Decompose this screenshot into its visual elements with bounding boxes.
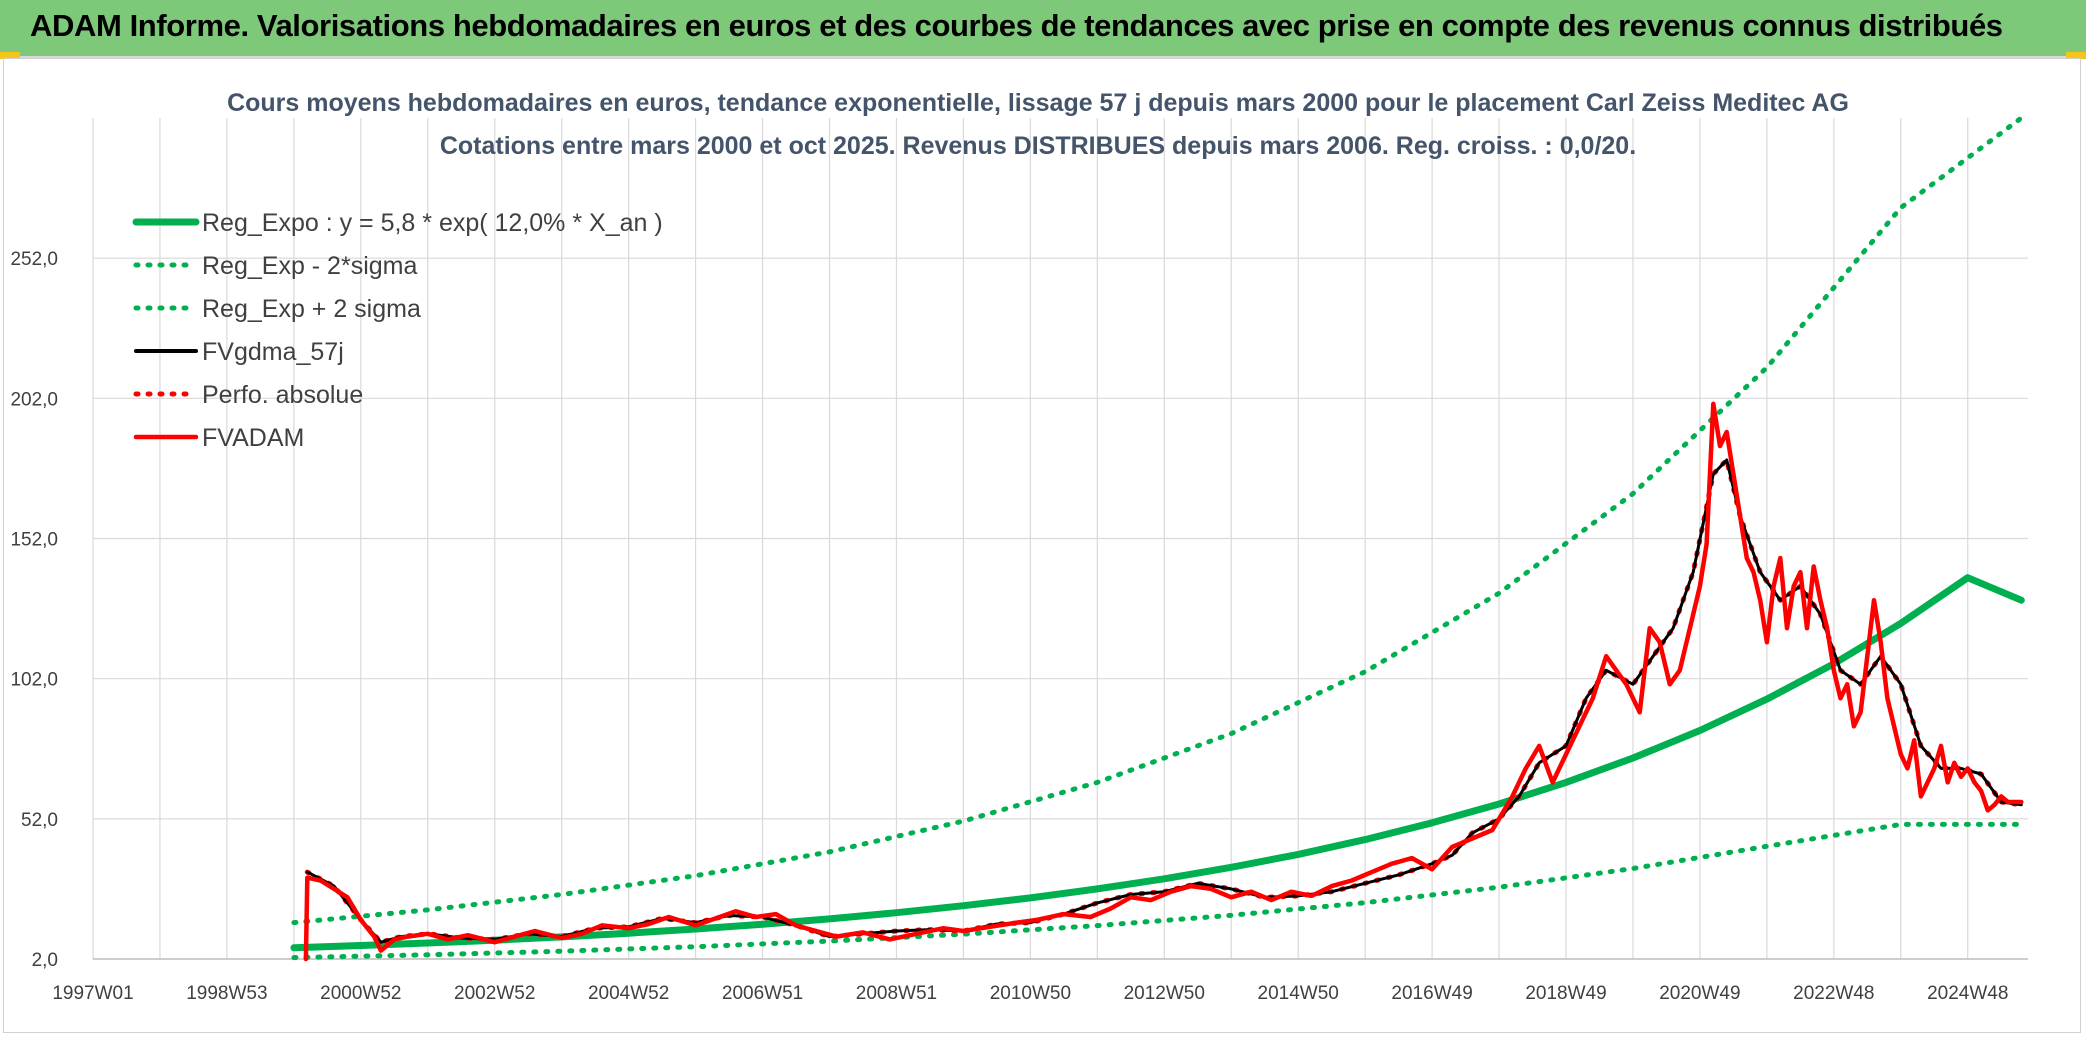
x-tick-label: 2024W48: [1927, 983, 2008, 1004]
axis-labels: 1997W01 1998W53 2000W52 2002W52 2004W52 2006W…: [10, 249, 2008, 1004]
x-tick-label: 2000W52: [320, 983, 401, 1004]
y-tick-label: 2,0: [32, 950, 58, 971]
y-tick-label: 252,0: [10, 249, 58, 270]
grid-lines: [92, 118, 2028, 960]
legend-label: Perfo. absolue: [202, 381, 363, 409]
x-tick-label: 2006W51: [722, 983, 803, 1004]
series-line-fvadam: [303, 401, 2024, 962]
left-corner-accent: [0, 52, 20, 59]
x-tick-label: 1997W01: [52, 983, 133, 1004]
chart-title-line2: Cotations entre mars 2000 et oct 2025. R…: [440, 132, 1636, 160]
legend-label: Reg_Exp + 2 sigma: [202, 295, 421, 323]
chart-frame: [3, 58, 2081, 1033]
series-layer: [290, 115, 2025, 962]
legend-label: FVADAM: [202, 424, 304, 452]
y-tick-label: 102,0: [10, 670, 58, 691]
x-tick-label: 2018W49: [1525, 983, 1606, 1004]
x-tick-label: 2014W50: [1258, 983, 1339, 1004]
chart-legend: Reg_Expo : y = 5,8 * exp( 12,0% * X_an )…: [132, 209, 663, 452]
x-tick-label: 2016W49: [1391, 983, 1472, 1004]
y-tick-label: 202,0: [10, 389, 58, 410]
x-tick-label: 2010W50: [990, 983, 1071, 1004]
y-tick-label: 52,0: [21, 810, 58, 831]
x-tick-label: 2020W49: [1659, 983, 1740, 1004]
report-banner: ADAM Informe. Valorisations hebdomadaire…: [0, 0, 2086, 58]
legend-label: FVgdma_57j: [202, 338, 344, 366]
x-tick-label: 1998W53: [186, 983, 267, 1004]
legend-label: Reg_Exp - 2*sigma: [202, 252, 417, 280]
series-line-reg-exp-2-sigma: [291, 821, 2024, 961]
series-line-reg-expo-y-5-8-exp-12-0-x-an: [290, 574, 2025, 952]
right-corner-accent: [2066, 52, 2086, 59]
x-tick-label: 2008W51: [856, 983, 937, 1004]
x-tick-label: 2004W52: [588, 983, 669, 1004]
y-tick-label: 152,0: [10, 530, 58, 551]
x-tick-label: 2002W52: [454, 983, 535, 1004]
series-line-reg-exp-2-sigma: [291, 115, 2024, 926]
report-title: ADAM Informe. Valorisations hebdomadaire…: [30, 8, 2003, 43]
chart-title-line1: Cours moyens hebdomadaires en euros, ten…: [227, 89, 1849, 117]
legend-label: Reg_Expo : y = 5,8 * exp( 12,0% * X_an ): [202, 209, 663, 237]
x-tick-label: 2012W50: [1124, 983, 1205, 1004]
x-tick-label: 2022W48: [1793, 983, 1874, 1004]
